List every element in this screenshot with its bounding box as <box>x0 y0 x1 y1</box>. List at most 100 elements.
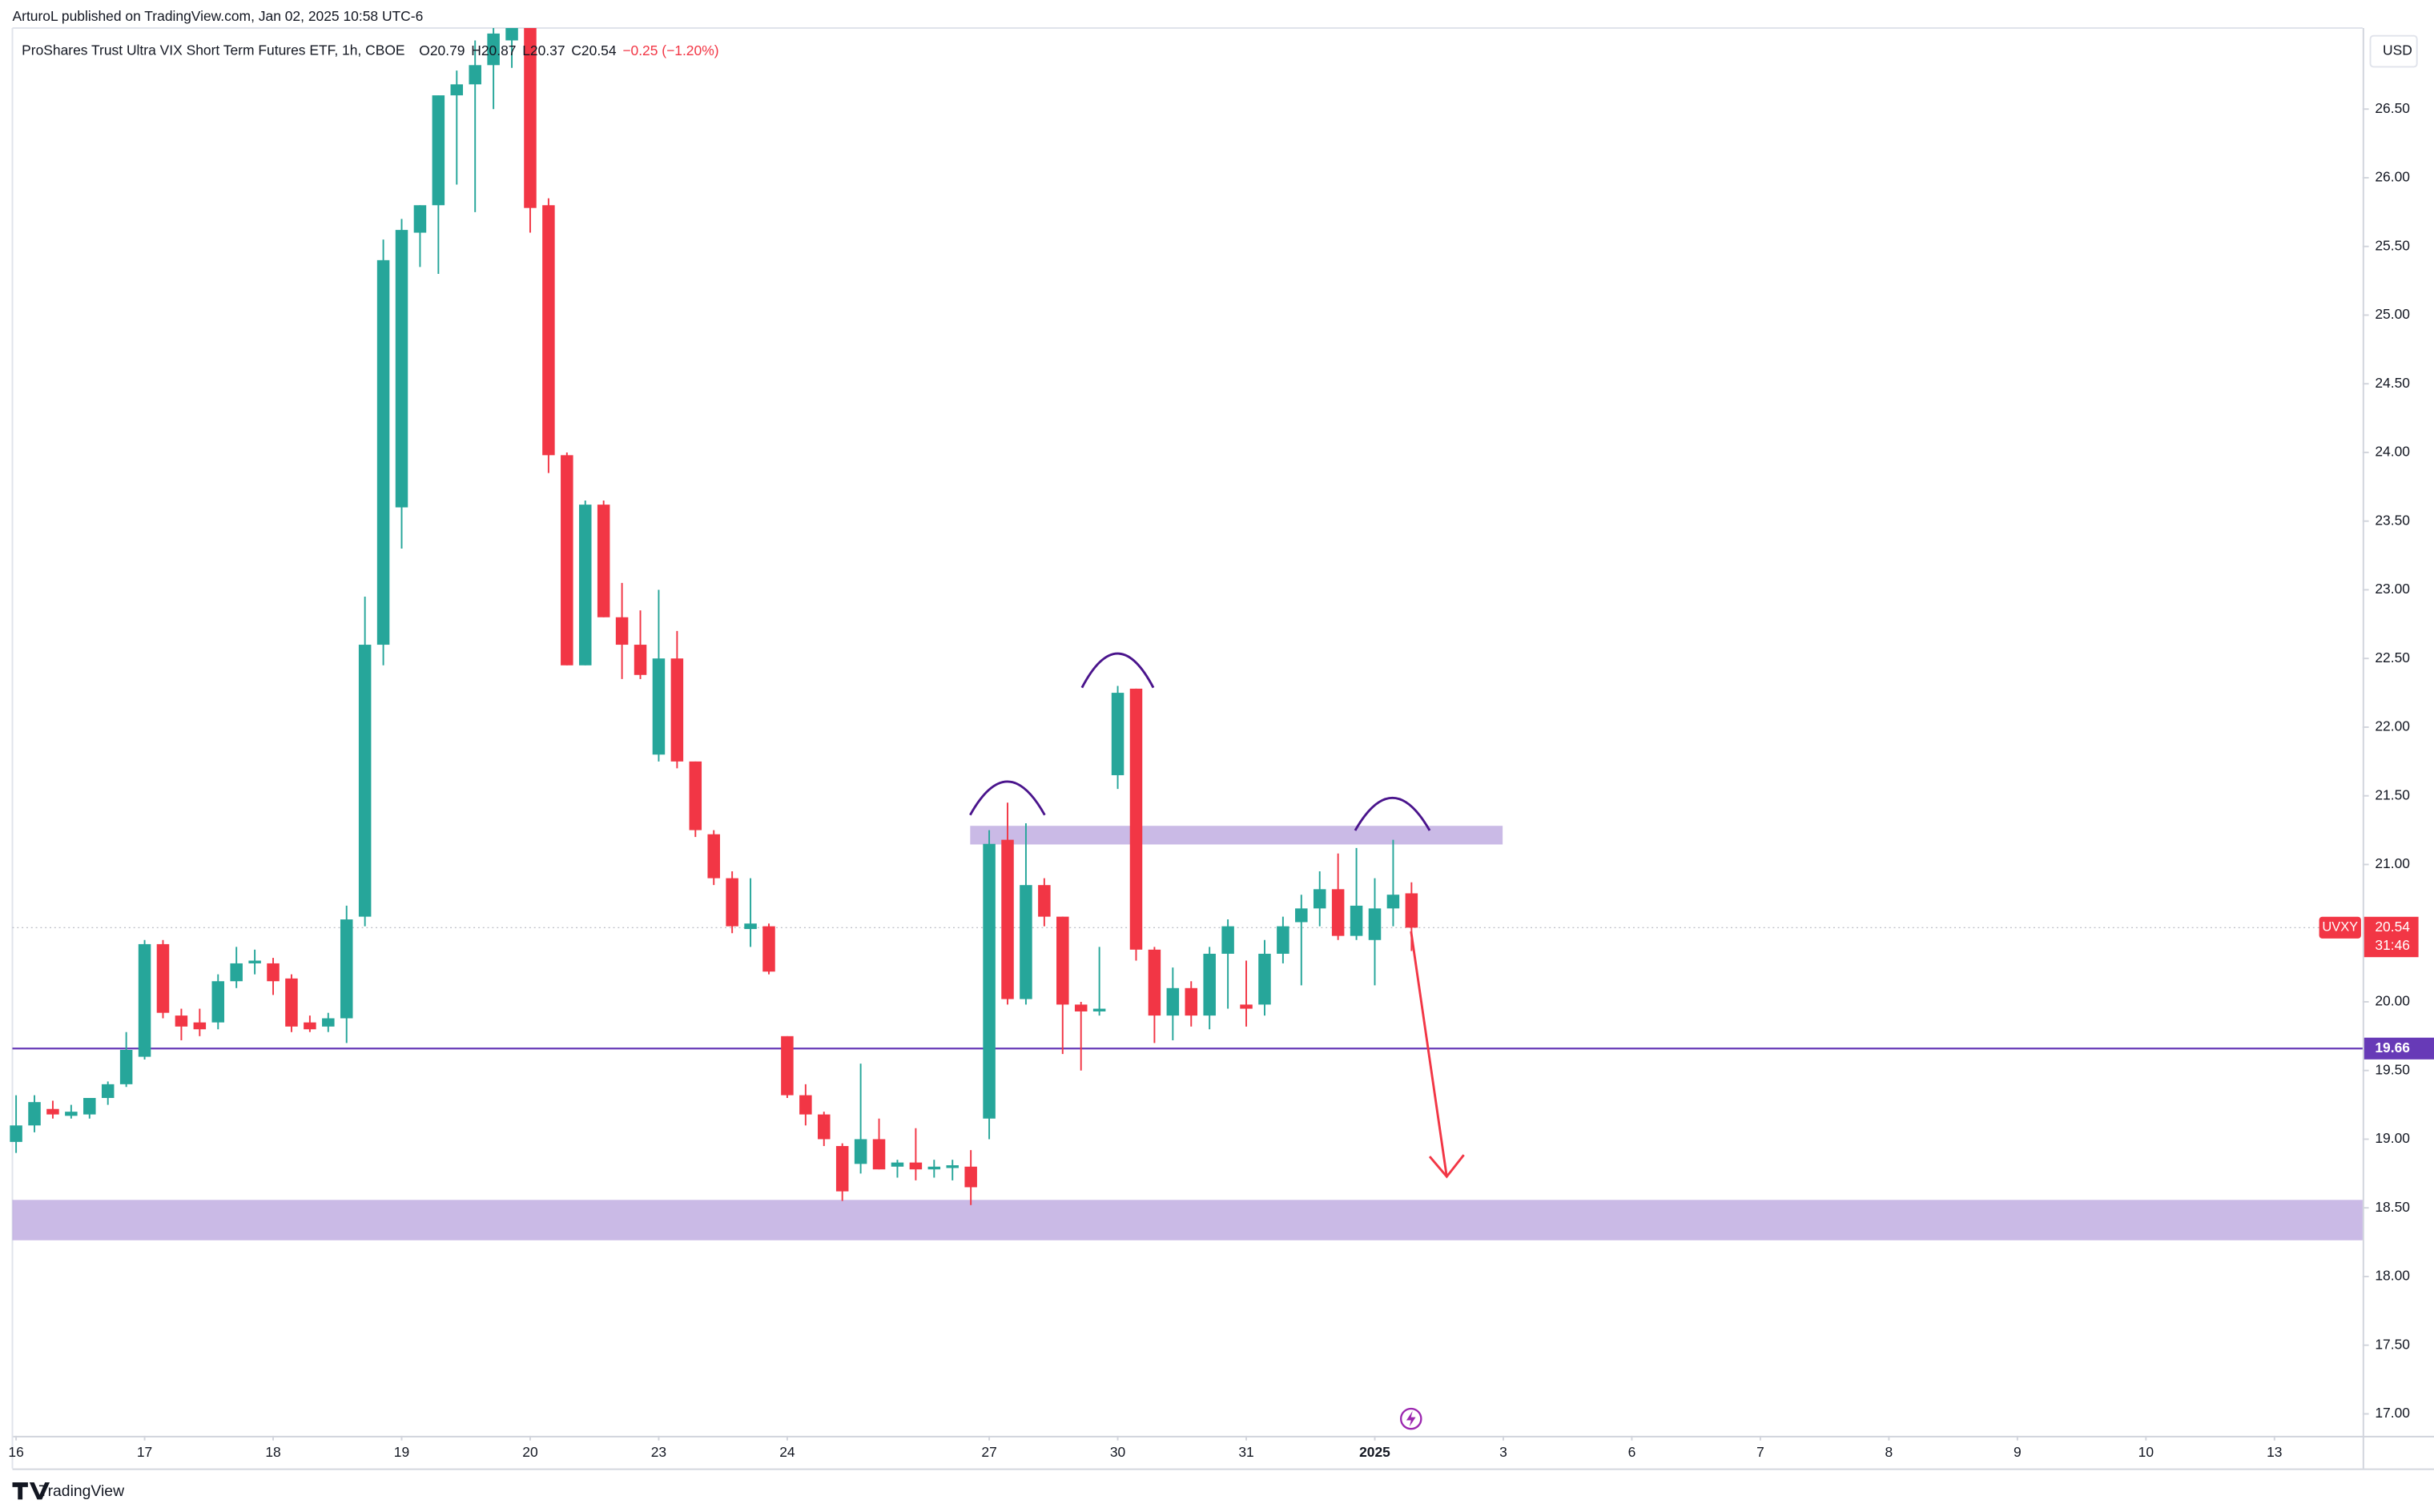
candle-body <box>891 1162 904 1167</box>
x-tick-label: 30 <box>1110 1444 1126 1460</box>
y-tick-label: 24.50 <box>2375 375 2410 391</box>
candle-body <box>1258 953 1271 1005</box>
candle-body <box>1221 926 1234 954</box>
candle-body <box>322 1018 335 1027</box>
candle-body <box>1129 688 1143 950</box>
candle-body <box>83 1098 96 1115</box>
x-tick-label: 16 <box>8 1444 23 1460</box>
y-tick-label: 25.00 <box>2375 306 2410 322</box>
candle-body <box>927 1166 941 1170</box>
events-icon-bolt <box>1406 1410 1416 1427</box>
y-tick-label: 21.00 <box>2375 855 2410 871</box>
candle-body <box>1331 889 1345 936</box>
neckline-zone <box>970 826 1503 845</box>
candle-body <box>946 1165 959 1168</box>
candle-body <box>854 1139 867 1164</box>
x-tick-label: 24 <box>779 1444 795 1460</box>
candle-body <box>818 1114 831 1140</box>
candle-body <box>267 963 280 982</box>
candle-body <box>524 28 537 208</box>
y-tick-label: 18.00 <box>2375 1268 2410 1284</box>
candle-body <box>1001 839 1014 999</box>
candle-body <box>119 1049 133 1084</box>
candle-body <box>450 84 464 96</box>
x-tick-label: 18 <box>265 1444 280 1460</box>
y-tick-label: 17.00 <box>2375 1405 2410 1421</box>
candle-body <box>248 960 261 963</box>
symbol-tag <box>2319 916 2361 939</box>
candle-body <box>10 1125 22 1142</box>
y-tick-label: 26.50 <box>2375 100 2410 116</box>
x-tick-label: 19 <box>394 1444 409 1460</box>
candle-body <box>101 1084 115 1099</box>
ohlc-c: C20.54 <box>571 42 617 58</box>
support-zone <box>12 1200 2363 1241</box>
candle-body <box>578 505 592 666</box>
candle-body <box>689 761 702 830</box>
x-tick-label: 2025 <box>1359 1444 1390 1460</box>
candle-body <box>909 1162 923 1170</box>
y-tick-label: 24.00 <box>2375 444 2410 460</box>
y-tick-label: 25.50 <box>2375 237 2410 253</box>
x-tick-label: 9 <box>2014 1444 2022 1460</box>
candle-body <box>634 645 647 675</box>
x-tick-label: 23 <box>651 1444 666 1460</box>
last-price-box <box>2364 916 2419 958</box>
candle-body <box>1203 953 1216 1016</box>
candle-body <box>542 205 555 456</box>
hline-label: 19.66 <box>2375 1040 2410 1056</box>
y-tick-label: 22.00 <box>2375 718 2410 734</box>
left-shoulder-arc <box>969 780 1046 816</box>
candle-body <box>1038 885 1051 917</box>
x-tick-label: 7 <box>1756 1444 1764 1460</box>
candle-body <box>726 878 738 927</box>
x-tick-label: 27 <box>981 1444 996 1460</box>
candle-body <box>872 1139 886 1170</box>
x-tick-label: 31 <box>1238 1444 1253 1460</box>
candle-body <box>983 843 996 1119</box>
brand-logo <box>12 1482 50 1500</box>
candle-body <box>505 28 518 41</box>
ohlc-change: −0.25 (−1.20%) <box>622 42 718 58</box>
currency-box[interactable] <box>2369 34 2418 68</box>
candle-body <box>65 1112 78 1116</box>
candle-body <box>1166 987 1180 1016</box>
candle-body <box>1074 1004 1088 1011</box>
y-tick-label: 20.00 <box>2375 993 2410 1009</box>
candle-body <box>597 505 610 617</box>
publisher-note: ArturoL published on TradingView.com, Ja… <box>13 8 424 24</box>
candle-body <box>1020 885 1032 999</box>
candle-body <box>1148 949 1161 1016</box>
candle-body <box>230 963 243 982</box>
candle-body <box>340 919 353 1019</box>
candle-body <box>1368 908 1382 940</box>
candle-body <box>304 1022 316 1030</box>
candle-body <box>1092 1008 1106 1011</box>
candle-body <box>156 943 170 1013</box>
head-arc <box>1080 652 1155 689</box>
candle-body <box>707 834 720 879</box>
candle-body <box>193 1022 207 1030</box>
y-tick-label: 17.50 <box>2375 1336 2410 1352</box>
events-icon[interactable] <box>1400 1407 1422 1430</box>
candle-body <box>615 617 629 645</box>
x-tick-label: 6 <box>1628 1444 1636 1460</box>
y-tick-label: 21.50 <box>2375 786 2410 802</box>
y-tick-label: 22.50 <box>2375 649 2410 666</box>
candle-body <box>487 33 500 66</box>
right-shoulder-arc <box>1354 797 1431 831</box>
candle-body <box>964 1166 977 1188</box>
y-tick-label: 23.00 <box>2375 581 2410 597</box>
candle-body <box>1056 916 1069 1005</box>
candle-body <box>1295 908 1308 923</box>
candle-body <box>1350 905 1363 936</box>
candle-body <box>1277 926 1289 954</box>
candle-body <box>432 95 445 206</box>
y-tick-label: 18.50 <box>2375 1199 2410 1215</box>
candle-body <box>1313 889 1326 909</box>
hline-label-box <box>2364 1037 2434 1060</box>
bar-countdown: 31:46 <box>2375 937 2410 953</box>
ohlc-o: O20.79 <box>419 42 465 58</box>
